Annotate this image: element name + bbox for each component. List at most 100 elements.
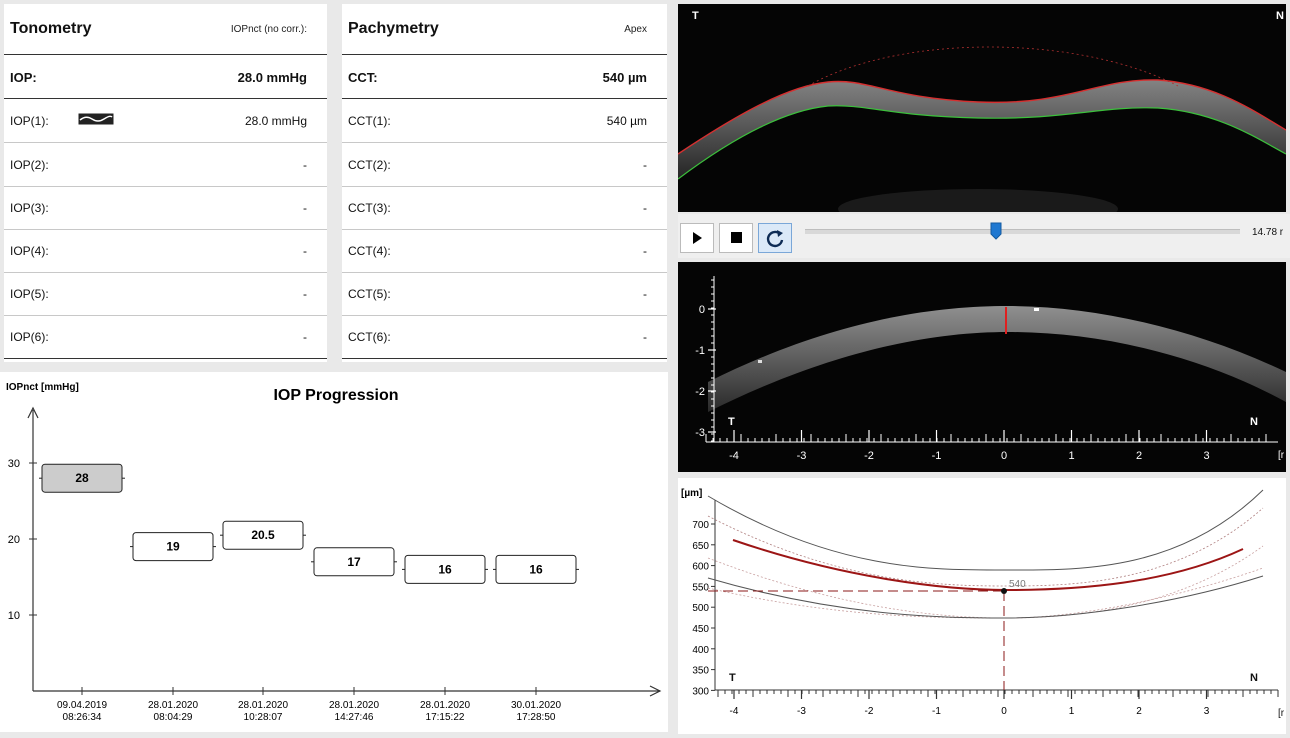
loop-icon: [766, 230, 784, 248]
thickness-x-tick-label: 0: [1001, 706, 1007, 717]
thickness-y-label: [µm]: [681, 488, 702, 499]
iop-row-value: -: [303, 330, 307, 344]
play-icon: [693, 232, 702, 244]
cct-row-label: CCT(1):: [348, 114, 391, 128]
scan-y-tick-label: -1: [695, 345, 705, 357]
chart-data-point[interactable]: 19: [130, 532, 216, 562]
scan-mid-label-right: N: [1250, 416, 1258, 428]
chart-point-label: 16: [438, 562, 452, 576]
table-row[interactable]: IOP(5): -: [4, 272, 327, 316]
cct-row-label: CCT(6):: [348, 330, 391, 344]
thickness-marker-label: 540: [1009, 579, 1026, 590]
chart-y-axis-arrow: [27, 406, 39, 419]
chart-point-label: 19: [166, 540, 180, 554]
iop-row-label: IOP(6):: [10, 330, 49, 344]
scan-y-tick-label: -3: [695, 427, 705, 439]
iop-main-label: IOP:: [10, 70, 37, 85]
play-button[interactable]: [680, 223, 714, 253]
table-row[interactable]: IOP(3): -: [4, 186, 327, 230]
iop-row-label: IOP(3):: [10, 201, 49, 215]
tonometry-panel: Tonometry IOPnct (no corr.): IOP: 28.0 m…: [4, 4, 327, 362]
thickness-y-tick-label: 300: [692, 686, 709, 697]
pachymetry-header: Pachymetry Apex: [342, 4, 667, 55]
pachymetry-subtitle: Apex: [624, 24, 647, 35]
table-row[interactable]: IOP(1): 28.0 mmHg: [4, 99, 327, 143]
tonometry-subtitle: IOPnct (no corr.):: [230, 24, 307, 35]
playback-slider-track[interactable]: [805, 229, 1240, 234]
chart-data-point[interactable]: 17: [311, 547, 397, 577]
thickness-y-tick-label: 350: [692, 666, 709, 677]
table-row[interactable]: IOP(2): -: [4, 143, 327, 187]
chart-x-tick-date: 28.01.2020: [420, 700, 470, 711]
cct-main-row: CCT: 540 µm: [342, 55, 667, 99]
thickness-x-tick-label: -4: [730, 706, 739, 717]
cct-row-label: CCT(4):: [348, 244, 391, 258]
oct-scan-mid-panel[interactable]: -4 -3 -2 -1 0 1 2 3 0 -1 -2 -3 T N [r: [678, 262, 1286, 472]
chart-x-tick-date: 28.01.2020: [148, 700, 198, 711]
table-row[interactable]: CCT(1): 540 µm: [342, 99, 667, 143]
thickness-y-tick-label: 700: [692, 520, 709, 531]
iop-row-value: 28.0 mmHg: [244, 114, 307, 128]
chart-data-point[interactable]: 16: [493, 554, 579, 584]
chart-point-label: 16: [529, 562, 543, 576]
chart-x-tick-time: 17:28:50: [517, 712, 556, 723]
table-row[interactable]: IOP(4): -: [4, 229, 327, 273]
iop-progression-panel: IOPnct [mmHg] IOP Progression 10 20 30 09.0…: [0, 372, 668, 732]
table-row[interactable]: CCT(6): -: [342, 315, 667, 359]
scan-x-tick-label: 3: [1203, 450, 1209, 462]
iop-row-label: IOP(5):: [10, 287, 49, 301]
pachymetry-title: Pachymetry: [348, 20, 439, 37]
scan-x-tick-label: -4: [729, 450, 739, 462]
tonometry-title: Tonometry: [10, 20, 92, 37]
thickness-y-tick-label: 450: [692, 624, 709, 635]
cct-row-value: -: [643, 287, 647, 301]
loop-button[interactable]: [758, 223, 792, 253]
chart-x-tick-date: 28.01.2020: [238, 700, 288, 711]
chart-data-point[interactable]: 16: [402, 554, 488, 584]
cct-main-value: 540 µm: [602, 70, 647, 85]
thickness-profile-panel: [µm] 700 650 600 550 500 450 400 350 300 -4 -3 -2 -1…: [678, 478, 1286, 734]
cct-row-label: CCT(5):: [348, 287, 391, 301]
thickness-x-tick-label: 3: [1204, 706, 1210, 717]
thickness-label-left: T: [729, 672, 736, 684]
chart-x-axis-arrow: [649, 685, 662, 697]
oct-scan-mid-image: -4 -3 -2 -1 0 1 2 3 0 -1 -2 -3: [695, 276, 1286, 462]
chart-y-axis-label: IOPnct [mmHg]: [6, 382, 79, 393]
scan-x-tick-label: -3: [797, 450, 807, 462]
playback-time: 14.78 r: [1252, 227, 1284, 238]
thickness-profile-chart: [µm] 700 650 600 550 500 450 400 350 300 -4 -3 -2 -1…: [681, 488, 1279, 717]
thickness-y-tick-label: 500: [692, 603, 709, 614]
chart-x-tick-date: 30.01.2020: [511, 700, 561, 711]
chart-point-label: 17: [347, 555, 361, 569]
chart-x-tick-time: 10:28:07: [244, 712, 283, 723]
thickness-x-unit: [r: [1278, 708, 1285, 719]
oct-scan-top-panel[interactable]: T N: [678, 4, 1286, 212]
chart-x-tick-date: 09.04.2019: [57, 700, 107, 711]
stop-button[interactable]: [719, 223, 753, 253]
chart-x-tick-date: 28.01.2020: [329, 700, 379, 711]
pachymetry-panel: Pachymetry Apex CCT: 540 µm CCT(1): 540 …: [342, 4, 667, 362]
thickness-x-tick-label: 2: [1136, 706, 1142, 717]
iop-main-row: IOP: 28.0 mmHg: [4, 55, 327, 99]
thickness-y-tick-label: 400: [692, 645, 709, 656]
table-row[interactable]: CCT(3): -: [342, 186, 667, 230]
table-row[interactable]: CCT(5): -: [342, 272, 667, 316]
table-row[interactable]: CCT(2): -: [342, 143, 667, 187]
chart-point-label: 28: [75, 471, 89, 485]
iop-row-value: -: [303, 244, 307, 258]
cct-row-label: CCT(3):: [348, 201, 391, 215]
table-row[interactable]: CCT(4): -: [342, 229, 667, 273]
cct-row-value: -: [643, 158, 647, 172]
table-row[interactable]: IOP(6): -: [4, 315, 327, 359]
scan-x-tick-label: -1: [932, 450, 942, 462]
playback-slider-thumb[interactable]: [990, 222, 1002, 240]
cct-row-value: -: [643, 244, 647, 258]
scan-x-tick-label: 1: [1068, 450, 1074, 462]
chart-x-tick-time: 08:04:29: [154, 712, 193, 723]
oct-scan-top-image: [678, 46, 1286, 212]
thickness-label-right: N: [1250, 672, 1258, 684]
chart-data-point[interactable]: 20.5: [220, 520, 306, 550]
thickness-x-tick-label: -2: [865, 706, 874, 717]
chart-x-tick-time: 17:15:22: [426, 712, 465, 723]
chart-data-point[interactable]: 28: [39, 463, 125, 493]
